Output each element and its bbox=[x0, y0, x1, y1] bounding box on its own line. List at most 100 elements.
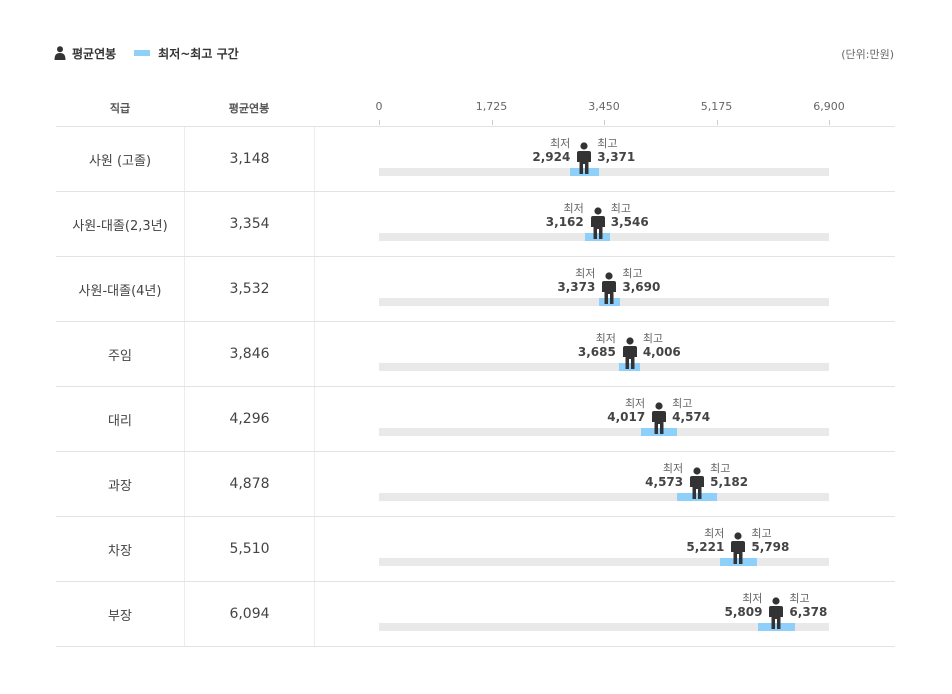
min-value-label: 3,373 bbox=[557, 280, 596, 294]
min-word-label: 최저 bbox=[662, 462, 684, 475]
avg-person-marker-icon bbox=[651, 402, 667, 434]
avg-person-marker-icon bbox=[601, 272, 617, 304]
avg-person-marker-icon bbox=[590, 207, 606, 239]
rank-label: 사원-대졸(4년) bbox=[56, 257, 185, 321]
max-word-label: 최고 bbox=[642, 332, 664, 345]
avg-person-marker-icon bbox=[730, 532, 746, 564]
unit-label: (단위:만원) bbox=[841, 48, 894, 61]
salary-range-bar bbox=[719, 558, 758, 566]
max-value-label: 3,371 bbox=[597, 150, 636, 164]
table-row: 차장 5,510 최저 5,221 최고 5,798 bbox=[56, 517, 895, 582]
salary-range-bar bbox=[569, 168, 599, 176]
avg-salary-value: 6,094 bbox=[185, 582, 315, 646]
axis-tick-label: 1,725 bbox=[475, 100, 508, 113]
min-value-label: 5,809 bbox=[724, 605, 763, 619]
range-track bbox=[379, 623, 829, 631]
rank-label: 대리 bbox=[56, 387, 185, 451]
min-value-label: 3,685 bbox=[577, 345, 616, 359]
avg-salary-value: 5,510 bbox=[185, 517, 315, 581]
max-value-label: 4,574 bbox=[672, 410, 711, 424]
axis-tick-label: 6,900 bbox=[813, 100, 845, 113]
avg-person-marker-icon bbox=[622, 337, 638, 369]
avg-person-marker-icon bbox=[576, 142, 592, 174]
max-value-label: 4,006 bbox=[642, 345, 681, 359]
min-value-label: 4,017 bbox=[607, 410, 646, 424]
max-value-label: 3,546 bbox=[610, 215, 649, 229]
min-word-label: 최저 bbox=[595, 332, 616, 345]
min-word-label: 최저 bbox=[575, 267, 596, 280]
max-word-label: 최고 bbox=[610, 202, 631, 215]
min-value-label: 5,221 bbox=[686, 540, 725, 554]
max-value-label: 3,690 bbox=[622, 280, 661, 294]
avg-salary-value: 4,296 bbox=[185, 387, 315, 451]
avg-person-marker-icon bbox=[768, 597, 784, 629]
table-row: 사원 (고졸) 3,148 최저 2,924 최고 3,371 bbox=[56, 127, 895, 192]
rank-label: 사원-대졸(2,3년) bbox=[56, 192, 185, 256]
min-word-label: 최저 bbox=[704, 527, 725, 540]
axis-tick-mark bbox=[716, 120, 718, 125]
range-track bbox=[379, 428, 829, 436]
range-track bbox=[379, 233, 829, 241]
min-word-label: 최저 bbox=[563, 202, 584, 215]
axis-tick-mark bbox=[379, 120, 380, 125]
table-row: 대리 4,296 최저 4,017 최고 4,574 bbox=[56, 387, 895, 452]
max-value-label: 6,378 bbox=[789, 605, 828, 619]
avg-person-marker-icon bbox=[689, 467, 705, 499]
min-word-label: 최저 bbox=[550, 137, 571, 150]
salary-range-bar bbox=[585, 233, 611, 241]
legend-range-swatch bbox=[134, 50, 151, 56]
avg-salary-value: 3,148 bbox=[185, 127, 315, 191]
axis-tick-mark bbox=[491, 120, 493, 125]
axis-tick-label: 3,450 bbox=[588, 100, 620, 113]
range-track bbox=[379, 168, 829, 176]
max-word-label: 최고 bbox=[789, 592, 810, 605]
salary-range-bar bbox=[677, 493, 717, 501]
axis-tick-label: 5,175 bbox=[700, 100, 733, 113]
max-value-label: 5,182 bbox=[710, 475, 749, 489]
min-value-label: 3,162 bbox=[545, 215, 584, 229]
table-row: 사원-대졸(4년) 3,532 최저 3,373 최고 3,690 bbox=[56, 257, 895, 322]
axis-tick-mark bbox=[829, 120, 830, 125]
salary-table: 사원 (고졸) 3,148 최저 2,924 최고 3,371 사원-대졸(2,3년) 3,3… bbox=[56, 127, 895, 647]
table-row: 과장 4,878 최저 4,573 최고 5,182 bbox=[56, 452, 895, 517]
max-word-label: 최고 bbox=[751, 527, 772, 540]
max-word-label: 최고 bbox=[672, 397, 693, 410]
min-word-label: 최저 bbox=[742, 592, 763, 605]
person-icon bbox=[54, 46, 66, 60]
min-value-label: 4,573 bbox=[645, 475, 684, 489]
range-track bbox=[379, 558, 829, 566]
max-word-label: 최고 bbox=[597, 137, 618, 150]
max-word-label: 최고 bbox=[622, 267, 643, 280]
table-row: 부장 6,094 최저 5,809 최고 6,378 bbox=[56, 582, 895, 647]
rank-label: 차장 bbox=[56, 517, 185, 581]
max-word-label: 최고 bbox=[710, 462, 731, 475]
range-track bbox=[379, 363, 829, 371]
legend: 평균연봉 최저~최고 구간 bbox=[54, 44, 239, 62]
table-header: 직급 평균연봉 0 1,725 3,450 5,175 6,900 bbox=[56, 92, 895, 127]
min-word-label: 최저 bbox=[624, 397, 646, 410]
salary-range-bar bbox=[640, 428, 678, 436]
avg-salary-value: 3,354 bbox=[185, 192, 315, 256]
legend-avg-label: 평균연봉 bbox=[72, 46, 117, 61]
avg-salary-value: 3,846 bbox=[185, 322, 315, 386]
range-track bbox=[379, 298, 829, 306]
salary-range-bar bbox=[619, 363, 641, 371]
salary-range-bar bbox=[598, 298, 620, 306]
avg-salary-value: 3,532 bbox=[185, 257, 315, 321]
axis-tick-mark bbox=[604, 120, 605, 125]
salary-range-bar bbox=[757, 623, 795, 631]
rank-label: 사원 (고졸) bbox=[56, 127, 185, 191]
table-row: 사원-대졸(2,3년) 3,354 최저 3,162 최고 3,546 bbox=[56, 192, 895, 257]
max-value-label: 5,798 bbox=[751, 540, 790, 554]
avg-salary-value: 4,878 bbox=[185, 452, 315, 516]
rank-label: 부장 bbox=[56, 582, 185, 646]
rank-label: 과장 bbox=[56, 452, 185, 516]
table-row: 주임 3,846 최저 3,685 최고 4,006 bbox=[56, 322, 895, 387]
legend-range-label: 최저~최고 구간 bbox=[158, 46, 239, 61]
min-value-label: 2,924 bbox=[532, 150, 571, 164]
header-rank: 직급 bbox=[109, 102, 131, 115]
header-avg: 평균연봉 bbox=[228, 102, 270, 115]
rank-label: 주임 bbox=[56, 322, 185, 386]
range-track bbox=[379, 493, 829, 501]
axis-tick-label: 0 bbox=[375, 100, 383, 113]
